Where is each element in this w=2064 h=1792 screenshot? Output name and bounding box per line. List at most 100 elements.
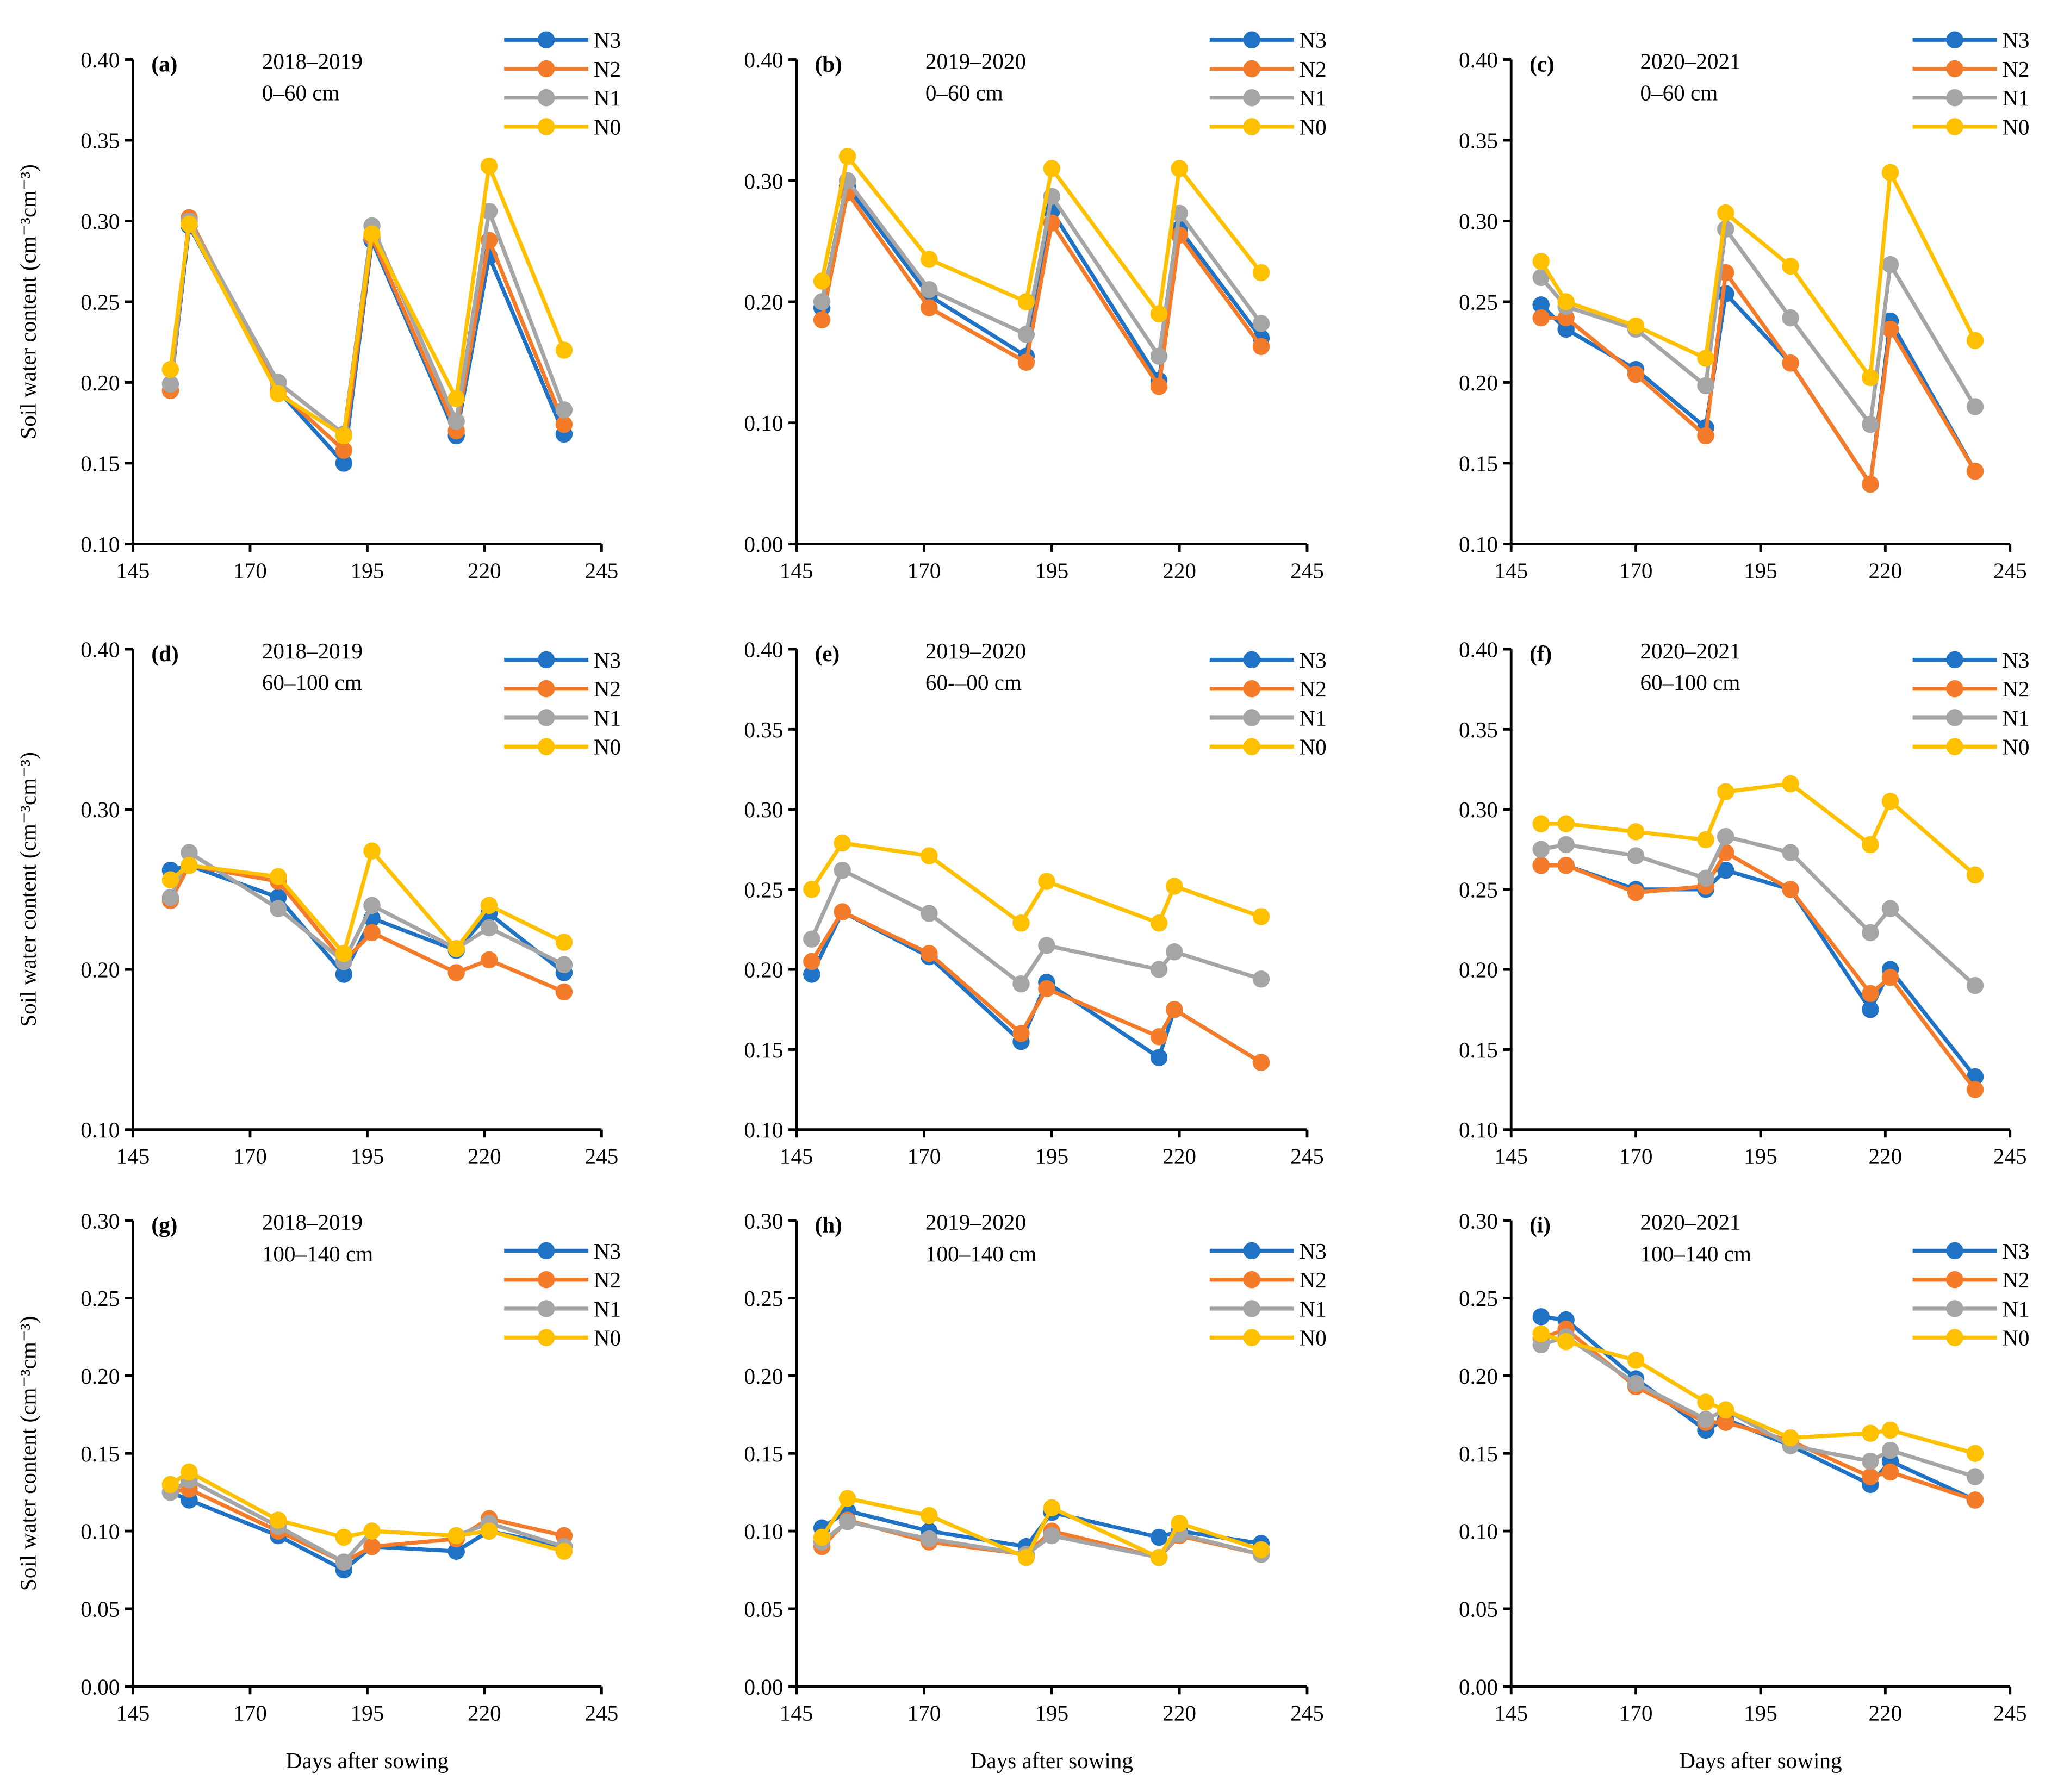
data-point-N0 xyxy=(161,360,179,378)
legend-label: N1 xyxy=(1299,1296,1326,1321)
y-tick-label: 0.35 xyxy=(80,128,120,153)
legend-marker xyxy=(1243,1271,1261,1289)
data-point-N0 xyxy=(269,385,287,402)
data-point-N2 xyxy=(1150,378,1168,395)
data-point-N2 xyxy=(1881,969,1899,986)
panel-label: (h) xyxy=(815,1212,842,1238)
data-point-N0 xyxy=(838,1490,856,1507)
x-tick-label: 170 xyxy=(907,1701,941,1726)
legend-label: N2 xyxy=(1299,676,1326,701)
depth-label: 0–60 cm xyxy=(925,80,1003,105)
data-point-N0 xyxy=(1252,908,1270,925)
series-N2 xyxy=(1532,844,1984,1098)
y-tick-label: 0.25 xyxy=(1459,1286,1498,1311)
legend-marker xyxy=(1946,1271,1963,1289)
legend-marker xyxy=(1946,31,1963,48)
series-line-N1 xyxy=(820,176,1263,362)
x-tick-label: 245 xyxy=(1993,1144,2027,1169)
data-point-N1 xyxy=(1966,398,1984,415)
data-point-N0 xyxy=(813,1528,831,1546)
series-line-N0 xyxy=(169,1470,565,1553)
season-label: 2019–2020 xyxy=(925,1210,1026,1235)
y-tick-label: 0.10 xyxy=(80,1117,120,1142)
y-tick-label: 0.30 xyxy=(1459,797,1498,822)
legend-label: N1 xyxy=(2002,1296,2029,1321)
season-label: 2019–2020 xyxy=(925,638,1026,663)
legend-item-N1: N1 xyxy=(1912,1296,2029,1321)
data-point-N2 xyxy=(1966,1491,1984,1509)
data-point-N1 xyxy=(555,956,573,974)
series-N2 xyxy=(1532,264,1984,493)
panel-i: 0.00 0.05 0.10 0.15 0.20 0.25 0.30 145 170 195 220… xyxy=(1459,1208,2029,1773)
data-point-N2 xyxy=(1782,881,1799,898)
data-point-N1 xyxy=(1881,1441,1899,1459)
series-N0 xyxy=(161,157,573,445)
panel-label: (d) xyxy=(151,641,178,667)
data-point-N0 xyxy=(1012,914,1030,932)
legend-item-N0: N0 xyxy=(1912,114,2029,139)
data-point-N1 xyxy=(921,905,938,922)
data-point-N2 xyxy=(555,415,573,433)
series-N2 xyxy=(813,184,1270,395)
legend-label: N0 xyxy=(2002,1326,2029,1351)
series-line-N2 xyxy=(810,909,1263,1065)
data-point-N0 xyxy=(1252,1541,1270,1559)
legend-item-N2: N2 xyxy=(1209,676,1327,701)
legend-marker xyxy=(1946,1329,1963,1346)
data-point-N0 xyxy=(1697,1393,1714,1411)
legend-item-N1: N1 xyxy=(1209,705,1327,730)
data-point-N0 xyxy=(161,1476,179,1494)
y-tick-label: 0.40 xyxy=(1459,47,1498,72)
data-point-N1 xyxy=(813,293,831,310)
x-tick-label: 220 xyxy=(468,558,501,583)
y-tick-label: 0.05 xyxy=(80,1596,120,1621)
panel-b: 0.00 0.10 0.20 0.30 0.40 145 170 195 220 245 (b) 20… xyxy=(744,28,1326,583)
data-point-N0 xyxy=(1862,1424,1879,1442)
y-tick-label: 0.35 xyxy=(744,717,783,742)
data-point-N1 xyxy=(363,897,381,914)
data-point-N0 xyxy=(921,251,938,268)
y-tick-label: 0.40 xyxy=(744,637,783,662)
data-point-N0 xyxy=(1717,204,1734,222)
data-point-N0 xyxy=(834,834,851,852)
legend-item-N3: N3 xyxy=(1209,648,1327,673)
legend-label: N2 xyxy=(1299,1267,1326,1292)
x-tick-label: 220 xyxy=(1162,558,1196,583)
data-point-N1 xyxy=(447,412,465,430)
x-tick-label: 220 xyxy=(1162,1701,1196,1726)
data-point-N0 xyxy=(1532,1325,1550,1343)
series-N0 xyxy=(1532,1325,1984,1462)
y-tick-label: 0.15 xyxy=(80,1441,120,1466)
series-line-N1 xyxy=(1540,1335,1976,1479)
y-tick-label: 0.30 xyxy=(80,797,120,822)
legend-item-N3: N3 xyxy=(1912,28,2029,53)
data-point-N2 xyxy=(1012,1025,1030,1042)
data-point-N2 xyxy=(1966,463,1984,480)
data-point-N2 xyxy=(555,983,573,1001)
legend-marker xyxy=(537,89,555,107)
legend-label: N1 xyxy=(1299,705,1326,730)
legend-item-N3: N3 xyxy=(504,648,621,673)
data-point-N2 xyxy=(1862,985,1879,1003)
data-point-N2 xyxy=(1697,427,1714,445)
data-point-N2 xyxy=(1881,320,1899,338)
legend-label: N0 xyxy=(1299,114,1326,139)
panel-label: (g) xyxy=(151,1212,177,1238)
legend-item-N2: N2 xyxy=(1912,1267,2029,1292)
data-point-N0 xyxy=(181,215,198,233)
data-point-N0 xyxy=(555,1542,573,1560)
series-N0 xyxy=(813,147,1270,322)
y-tick-label: 0.20 xyxy=(744,1364,783,1389)
data-point-N2 xyxy=(1862,475,1879,493)
legend-label: N2 xyxy=(594,1267,621,1292)
series-N1 xyxy=(161,1471,573,1571)
data-point-N0 xyxy=(480,1522,498,1540)
y-tick-label: 0.10 xyxy=(1459,1519,1498,1544)
depth-label: 100–140 cm xyxy=(1640,1241,1751,1266)
data-point-N2 xyxy=(921,299,938,316)
data-point-N0 xyxy=(269,1511,287,1529)
data-point-N1 xyxy=(1881,900,1899,917)
y-tick-label: 0.40 xyxy=(744,47,783,72)
y-tick-label: 0.15 xyxy=(744,1441,783,1466)
series-line-N3 xyxy=(1541,863,1977,1078)
